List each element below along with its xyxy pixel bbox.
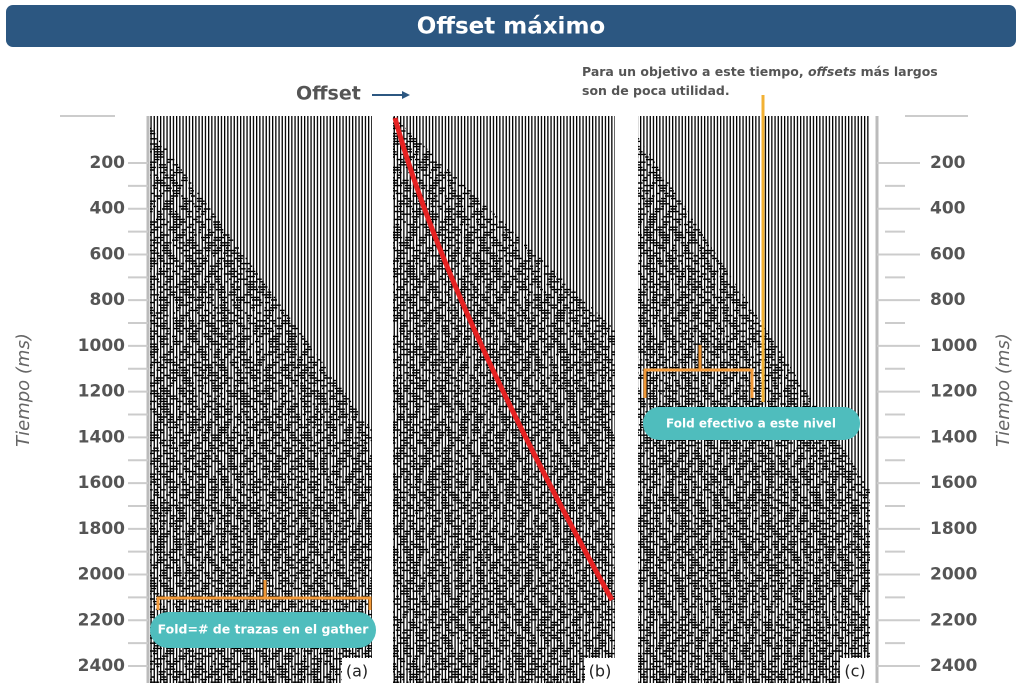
- tick-label: 2200: [930, 610, 977, 630]
- traces: [638, 116, 870, 683]
- note-italic: offsets: [807, 64, 857, 79]
- tick-label: 1200: [930, 382, 977, 402]
- y-axis-label-right: Tiempo (ms): [993, 333, 1014, 447]
- callout-text: Fold efectivo a este nivel: [666, 417, 836, 431]
- y-axis-label: Tiempo (ms): [13, 333, 34, 447]
- tick-label: 200: [90, 153, 126, 173]
- tick-label: 800: [930, 290, 966, 310]
- tick-label: 2200: [78, 610, 125, 630]
- tick-label: 1600: [930, 473, 977, 493]
- panel-label: (b): [589, 662, 612, 681]
- panel-label: (a): [346, 662, 368, 681]
- title-bar: [6, 5, 1016, 47]
- tick-label: 1000: [930, 336, 977, 356]
- note-text: son de poca utilidad.: [582, 83, 730, 98]
- note: Para un objetivo a este tiempo, offsets …: [582, 62, 982, 100]
- panel-label-bg: [840, 658, 870, 683]
- offset-label: Offset: [296, 83, 361, 105]
- tick-label: 1800: [930, 519, 977, 539]
- tick-label: 2000: [78, 565, 125, 585]
- callout-text: Fold=# de trazas en el gather: [158, 622, 370, 637]
- tick-label: 1600: [78, 473, 125, 493]
- tick-label: 2400: [78, 656, 125, 676]
- tick-label: 600: [90, 244, 126, 264]
- tick-label: 400: [90, 199, 126, 219]
- tick-label: 800: [90, 290, 126, 310]
- tick-label: 1400: [78, 427, 125, 447]
- callout-pill: [643, 407, 860, 440]
- tick-label: 1200: [78, 382, 125, 402]
- panel-label: (c): [844, 662, 865, 681]
- title: Offset máximo: [417, 14, 605, 40]
- seismic-panel: (b): [393, 116, 615, 683]
- offset-arrowhead: [402, 91, 410, 99]
- traces: [393, 116, 615, 683]
- note-text: más largos: [860, 64, 938, 79]
- bracket: [156, 345, 754, 610]
- tick-label: 1800: [78, 519, 125, 539]
- tick-label: 2000: [930, 565, 977, 585]
- tick-label: 600: [930, 244, 966, 264]
- tick-label: 1000: [78, 336, 125, 356]
- tick-label: 200: [930, 153, 966, 173]
- tick-label: 2400: [930, 656, 977, 676]
- panel-label-bg: [585, 658, 615, 683]
- seismic-panel: (c): [638, 116, 870, 683]
- callout-pill: [150, 612, 376, 648]
- tick-label: 400: [930, 199, 966, 219]
- panel-label-bg: [342, 658, 372, 683]
- tick-label: 1400: [930, 427, 977, 447]
- moveout-curve: [392, 117, 615, 602]
- note-text: Para un objetivo a este tiempo,: [582, 64, 804, 79]
